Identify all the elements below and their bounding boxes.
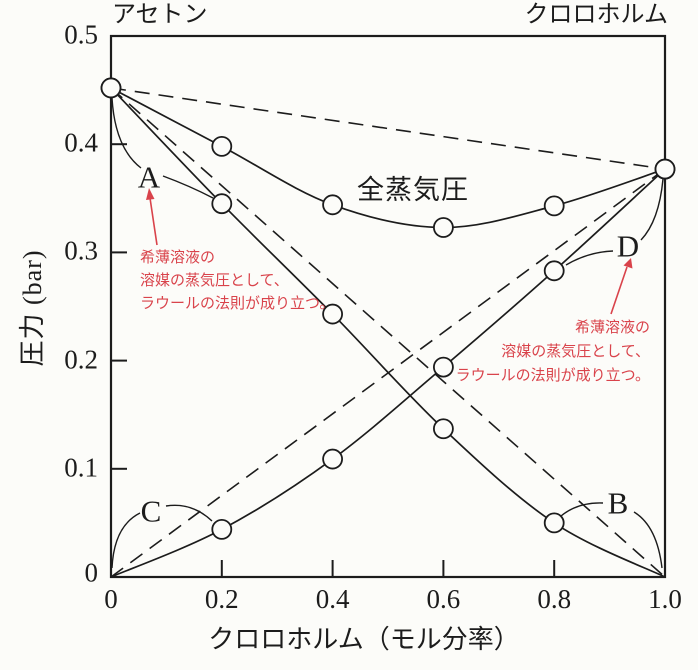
region-label-C: C — [140, 493, 162, 529]
total-vapor-pressure-observed-marker — [543, 195, 565, 217]
chloroform-partial-pressure-observed-marker — [322, 448, 344, 470]
acetone-partial-pressure-observed-marker — [322, 303, 344, 325]
total-vapor-pressure-observed-marker — [322, 194, 344, 216]
y-tick-label-0.2: 0.2 — [64, 344, 98, 375]
x-tick-label-0.6: 0.6 — [426, 584, 461, 614]
top-right-component-label: クロロホルム — [524, 2, 668, 28]
note-right-line-3: ラウールの法則が成り立つ。 — [455, 368, 650, 384]
y-tick-label-0.3: 0.3 — [64, 235, 98, 266]
x-tick-label-0.2: 0.2 — [204, 584, 239, 614]
total-vapor-pressure-raoult-line-line — [110, 87, 666, 170]
raoult-law-note-left: 希薄溶液の 溶媒の蒸気圧として、 ラウールの法則が成り立つ。 — [140, 247, 334, 316]
region-label-A: A — [137, 159, 161, 195]
chloroform-partial-pressure-observed-marker — [432, 356, 454, 378]
chloroform-partial-pressure-observed-marker — [211, 518, 233, 540]
y-tick-label-0.1: 0.1 — [64, 452, 98, 483]
leader-A-axis — [111, 97, 142, 169]
raoult-law-note-right: 希薄溶液の 溶媒の蒸気圧として、 ラウールの法則が成り立つ。 — [456, 316, 650, 388]
acetone-partial-pressure-observed-marker — [100, 77, 122, 99]
note-left-arrowhead — [146, 188, 155, 200]
note-left-arrow — [149, 197, 158, 246]
acetone-raoult-line-line — [110, 87, 666, 578]
x-axis-title: クロロホルム（モル分率） — [208, 625, 520, 654]
acetone-partial-pressure-observed-marker — [432, 418, 454, 440]
note-left-line-1: 希薄溶液の — [140, 250, 216, 266]
plot-border — [109, 34, 667, 579]
total-vapor-pressure-observed-curve — [110, 87, 666, 229]
x-tick-label-0.4: 0.4 — [315, 584, 350, 614]
note-left-line-2: 溶媒の蒸気圧として、 — [140, 273, 289, 289]
leader-D-curve — [565, 250, 614, 266]
y-tick-label-0.4: 0.4 — [64, 127, 98, 158]
x-tick-label-1.0: 1.0 — [648, 584, 682, 614]
leader-A-curve — [162, 175, 214, 199]
x-tick-label-0: 0 — [104, 584, 118, 614]
acetone-partial-pressure-observed-marker — [211, 193, 233, 215]
total-vapor-pressure-curve-label: 全蒸気圧 — [357, 175, 469, 205]
leader-C-axis — [111, 512, 141, 569]
acetone-partial-pressure-observed-marker — [543, 512, 565, 534]
y-tick-label-0: 0 — [84, 557, 99, 588]
leader-B-curve — [560, 502, 604, 517]
note-right-line-1: 希薄溶液の — [574, 320, 650, 336]
x-tick-label-0.8: 0.8 — [537, 584, 572, 614]
note-right-line-2: 溶媒の蒸気圧として、 — [501, 344, 650, 360]
chloroform-partial-pressure-observed-marker — [654, 158, 676, 180]
total-vapor-pressure-observed-marker — [432, 217, 454, 238]
region-label-B: B — [607, 485, 629, 521]
leader-B-axis — [633, 511, 663, 569]
note-right-arrow — [610, 266, 628, 315]
y-tick-label-0.5: 0.5 — [64, 19, 98, 50]
note-left-line-3: ラウールの法則が成り立つ。 — [140, 296, 335, 312]
total-vapor-pressure-observed-marker — [211, 135, 233, 157]
chloroform-partial-pressure-observed-marker — [543, 260, 565, 282]
leader-D-axis — [640, 178, 664, 241]
note-right-arrowhead — [623, 258, 633, 269]
top-left-component-label: アセトン — [112, 2, 208, 28]
region-label-D: D — [616, 228, 640, 264]
leader-C-curve — [165, 504, 213, 522]
